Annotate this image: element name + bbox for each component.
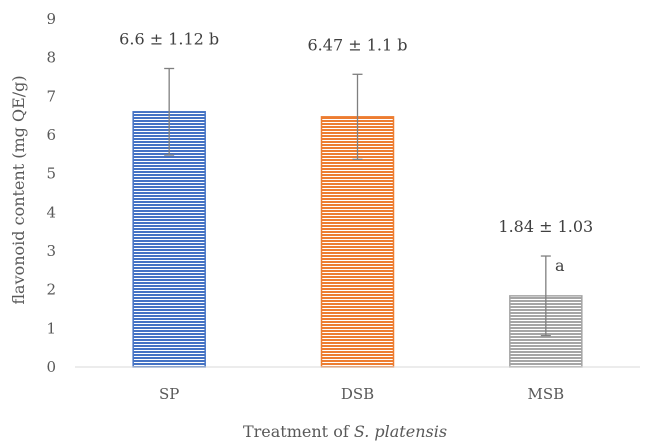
data-label-msb: 1.84 ± 1.03 [498, 217, 593, 236]
x-axis-title-text: Treatment of [243, 422, 354, 441]
x-tick-label: MSB [527, 385, 564, 403]
y-tick-label: 2 [46, 281, 56, 299]
x-axis-title: Treatment of S. platensis [243, 422, 447, 441]
data-label-dsb: 6.47 ± 1.1 b [308, 35, 408, 54]
y-tick-label: 4 [46, 203, 56, 221]
y-tick-label: 0 [46, 358, 56, 376]
y-tick-label: 5 [46, 165, 56, 183]
data-label-sp: 6.6 ± 1.12 b [119, 29, 219, 48]
x-tick-label: SP [159, 385, 179, 403]
y-tick-label: 6 [46, 126, 56, 144]
y-axis-title: flavonoid content (mg QE/g) [9, 75, 28, 304]
x-axis-categories: SP DSB MSB [159, 385, 564, 403]
y-tick-label: 7 [46, 87, 56, 105]
data-labels: 6.6 ± 1.12 b 6.47 ± 1.1 b 1.84 ± 1.03 a [119, 29, 593, 275]
error-bars [164, 67, 551, 337]
y-tick-label: 3 [46, 242, 56, 260]
x-tick-label: DSB [341, 385, 374, 403]
y-tick-label: 9 [46, 10, 56, 28]
x-axis-title-italic: S. platensis [354, 422, 447, 441]
significance-letter-msb: a [555, 256, 565, 275]
y-tick-label: 1 [46, 319, 56, 337]
y-axis-ticks: 0 1 2 3 4 5 6 7 8 9 [46, 10, 56, 376]
y-tick-label: 8 [46, 49, 56, 67]
